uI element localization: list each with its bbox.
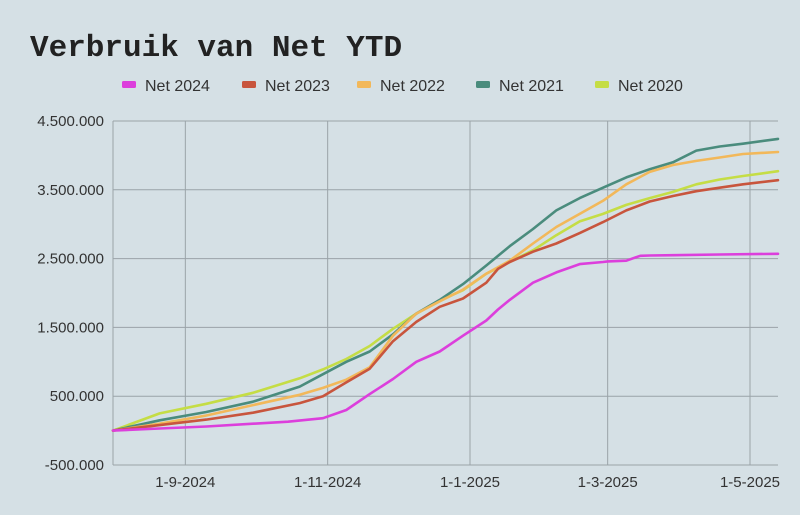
y-tick-label: 3.500.000 (37, 182, 104, 199)
chart-title: Verbruik van Net YTD (30, 31, 402, 66)
legend-swatch (122, 81, 136, 88)
legend-swatch (357, 81, 371, 88)
legend-swatch (476, 81, 490, 88)
legend-label: Net 2024 (145, 78, 210, 95)
legend-item[interactable]: Net 2024 (122, 78, 210, 95)
y-tick-label: -500.000 (45, 457, 104, 474)
legend-item[interactable]: Net 2020 (595, 78, 683, 95)
y-tick-label: 1.500.000 (37, 319, 104, 336)
series-line-net-2022[interactable] (111, 150, 780, 432)
legend-item[interactable]: Net 2023 (242, 78, 330, 95)
x-tick-label: 1-5-2025 (720, 474, 780, 491)
x-tick-label: 1-9-2024 (155, 474, 215, 491)
series-line-net-2021[interactable] (111, 137, 780, 432)
legend-label: Net 2023 (265, 78, 330, 95)
y-axis: -500.000 500.000 1.500.000 2.500.000 3.500.0… (37, 113, 104, 474)
series-line-net-2024[interactable] (111, 252, 780, 432)
x-tick-label: 1-3-2025 (578, 474, 638, 491)
legend-label: Net 2022 (380, 78, 445, 95)
y-tick-label: 4.500.000 (37, 113, 104, 130)
legend-label: Net 2020 (618, 78, 683, 95)
legend: Net 2024 Net 2023 Net 2022 Net 2021 Net 2020 (122, 78, 683, 95)
y-tick-label: 500.000 (50, 388, 104, 405)
legend-item[interactable]: Net 2022 (357, 78, 445, 95)
gridlines (112, 120, 778, 466)
y-tick-label: 2.500.000 (37, 251, 104, 268)
legend-swatch (242, 81, 256, 88)
series-group (111, 137, 780, 432)
x-tick-label: 1-1-2025 (440, 474, 500, 491)
series-line-net-2023[interactable] (111, 178, 780, 432)
legend-label: Net 2021 (499, 78, 564, 95)
legend-item[interactable]: Net 2021 (476, 78, 564, 95)
series-line-net-2020[interactable] (111, 169, 780, 432)
x-axis: 1-9-2024 1-11-2024 1-1-2025 1-3-2025 1-5-202… (155, 474, 780, 491)
x-tick-label: 1-11-2024 (294, 474, 361, 491)
legend-swatch (595, 81, 609, 88)
